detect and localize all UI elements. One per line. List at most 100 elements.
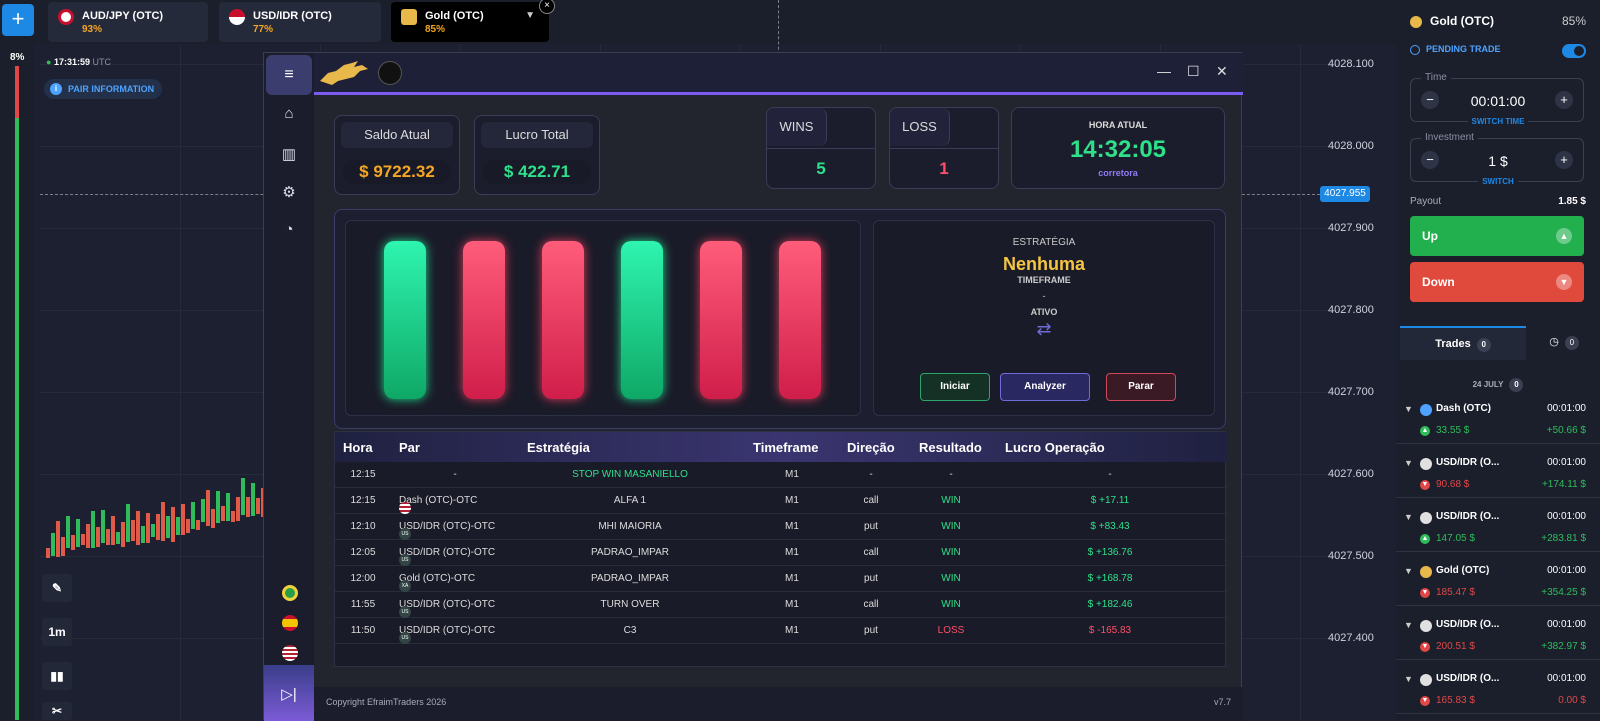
pair-information-button[interactable]: i PAIR INFORMATION — [44, 79, 163, 99]
pending-trade-toggle[interactable] — [1562, 44, 1586, 58]
increase-time-button[interactable]: + — [1555, 91, 1573, 109]
chevron-down-icon[interactable]: ▼ — [1404, 620, 1413, 630]
trade-profit: 0.00 $ — [1558, 695, 1586, 706]
chart-candle — [96, 527, 100, 547]
chart-candle — [176, 517, 180, 535]
gear-icon[interactable]: ⚙ — [282, 184, 296, 201]
trades-tabs: Trades 0 ◷ 0 — [1396, 326, 1600, 360]
down-button[interactable]: Down ▼ — [1410, 262, 1584, 302]
stats-icon[interactable]: ▥ — [281, 146, 297, 163]
analyzer-button[interactable]: Analyzer — [1000, 373, 1090, 401]
trade-item[interactable]: ▼ USD/IDR (O... 00:01:00 ▼ 90.68 $ +174.11 $ — [1396, 448, 1600, 498]
chevron-down-icon[interactable]: ▼ — [1404, 458, 1413, 468]
chart-candle — [46, 548, 50, 558]
cell-lucro: $ +182.46 — [1087, 599, 1133, 610]
trade-item[interactable]: ▼ USD/IDR (O... 00:01:00 ▲ 147.05 $ +283.81 $ — [1396, 502, 1600, 552]
cell-resultado: WIN — [941, 547, 961, 558]
increase-investment-button[interactable]: + — [1555, 151, 1573, 169]
flag-icon — [401, 9, 417, 25]
switch-investment-button[interactable]: SWITCH — [1411, 175, 1585, 187]
chevron-down-icon[interactable]: ▼ — [1404, 566, 1413, 576]
trade-item[interactable]: ▼ Dash (OTC) 00:01:00 ▲ 33.55 $ +50.66 $ — [1396, 394, 1600, 444]
table-row: 12:00 XA Gold (OTC)-OTC PADRAO_IMPAR M1 put WI… — [335, 566, 1227, 592]
trade-time: 00:01:00 — [1547, 619, 1586, 630]
trade-item[interactable]: ▼ Gold (OTC) 00:01:00 ▼ 185.47 $ +354.25 $ — [1396, 556, 1600, 606]
asset-tab-usdidr[interactable]: USD/IDR (OTC) 77% — [219, 2, 381, 42]
chevron-down-icon[interactable]: ▼ — [1404, 674, 1413, 684]
flag-icon — [1420, 512, 1432, 524]
trade-item[interactable]: ▼ USD/IDR (O... 00:01:00 ▼ 200.51 $ +382.97 $ — [1396, 610, 1600, 660]
draw-tool-button[interactable]: ✎ — [42, 574, 72, 602]
tab-history[interactable]: ◷ 0 — [1534, 326, 1594, 360]
trade-asset: USD/IDR (O... — [1436, 457, 1500, 468]
lucro-value: $ 422.71 — [483, 160, 591, 184]
decrease-time-button[interactable]: − — [1421, 91, 1439, 109]
up-button[interactable]: Up ▲ — [1410, 216, 1584, 256]
start-button[interactable]: Iniciar — [920, 373, 990, 401]
chart-candle — [191, 502, 195, 529]
close-icon[interactable]: × — [539, 0, 555, 14]
trade-amount: 33.55 $ — [1436, 425, 1470, 436]
payout-label: Payout — [1410, 196, 1442, 207]
table-row: 12:15 Dash (OTC)-OTC ALFA 1 M1 call WIN $ +17.… — [335, 488, 1227, 514]
trade-time: 00:01:00 — [1547, 403, 1586, 414]
indicators-button[interactable]: ✂ — [42, 702, 72, 720]
close-icon[interactable]: ✕ — [1216, 63, 1228, 79]
pair-icon: US — [399, 554, 411, 566]
trade-panel: Gold (OTC) 85% PENDING TRADE Time − 00:0… — [1396, 0, 1600, 720]
chevron-down-icon[interactable]: ▼ — [525, 10, 535, 21]
timeframe-label: TIMEFRAME — [1017, 275, 1071, 285]
cell-lucro: $ +83.43 — [1090, 521, 1130, 532]
trade-amount: 90.68 $ — [1436, 479, 1470, 490]
cell-hora: 12:05 — [350, 547, 376, 558]
trade-item[interactable]: ▼ USD/IDR (O... 00:01:00 ▼ 165.83 $ 0.00 $ — [1396, 664, 1600, 714]
cell-timeframe: M1 — [785, 573, 799, 584]
copyright-text: Copyright EfraimTraders 2026 — [326, 697, 447, 707]
switch-time-button[interactable]: SWITCH TIME — [1411, 115, 1585, 127]
chart-type-button[interactable]: ▮▮ — [42, 662, 72, 690]
bull-logo-icon — [320, 61, 368, 85]
server-clock: ● 17:31:59 UTC — [46, 57, 111, 67]
loss-card: LOSS 1 — [889, 107, 999, 189]
sentiment-buy-bar — [15, 118, 19, 720]
price-label: 4028.000 — [1328, 140, 1374, 152]
sentiment-percent: 8% — [10, 52, 25, 63]
price-label: 4027.600 — [1328, 468, 1374, 480]
chart-candle — [211, 509, 215, 528]
history-icon[interactable]: ◔ — [284, 221, 294, 238]
home-icon[interactable]: ⌂ — [284, 105, 294, 122]
gold-icon — [1410, 15, 1422, 28]
collapse-sidebar-icon[interactable]: ▷| — [281, 686, 297, 703]
spain-flag-icon[interactable] — [282, 615, 298, 631]
cell-lucro: $ +136.76 — [1087, 547, 1133, 558]
chevron-down-icon[interactable]: ▼ — [1404, 512, 1413, 522]
flag-icon — [58, 9, 74, 25]
asset-tab-gold[interactable]: Gold (OTC) 85% ▼ × — [391, 0, 555, 42]
selected-asset[interactable]: Gold (OTC) — [1410, 14, 1494, 28]
timeframe-button[interactable]: 1m — [42, 618, 72, 646]
minimize-icon[interactable]: — — [1157, 63, 1171, 79]
chevron-down-icon[interactable]: ▼ — [1404, 404, 1413, 414]
time-field[interactable]: Time − 00:01:00 + SWITCH TIME — [1410, 72, 1584, 126]
stop-button[interactable]: Parar — [1106, 373, 1176, 401]
menu-icon[interactable]: ≡ — [266, 55, 312, 95]
maximize-icon[interactable]: ☐ — [1187, 63, 1200, 79]
cell-direcao: - — [869, 469, 873, 480]
cell-timeframe: M1 — [785, 495, 799, 506]
cell-resultado: WIN — [941, 495, 961, 506]
asset-tab-audjpy[interactable]: AUD/JPY (OTC) 93% — [48, 2, 208, 42]
chart-candle — [131, 520, 135, 541]
green-candle — [621, 241, 663, 399]
chart-candle — [221, 506, 225, 521]
add-asset-button[interactable]: + — [2, 4, 34, 36]
investment-field[interactable]: Investment − 1 $ + SWITCH — [1410, 132, 1584, 186]
cell-direcao: put — [864, 573, 878, 584]
table-row: 11:50 US USD/IDR (OTC)-OTC C3 M1 put LOSS $ -16… — [335, 618, 1227, 644]
tab-trades[interactable]: Trades 0 — [1400, 326, 1526, 360]
usa-flag-icon[interactable] — [282, 645, 298, 661]
decrease-investment-button[interactable]: − — [1421, 151, 1439, 169]
loss-label: LOSS — [890, 108, 950, 146]
cell-resultado: - — [949, 469, 953, 480]
brazil-flag-icon[interactable] — [282, 585, 298, 601]
cell-par: US USD/IDR (OTC)-OTC — [399, 521, 495, 540]
